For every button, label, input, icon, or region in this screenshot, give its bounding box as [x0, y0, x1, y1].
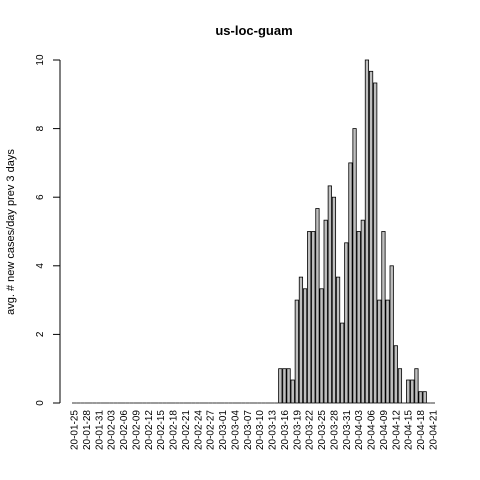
- x-tick-label: 20-02-03: [107, 410, 118, 450]
- x-tick-label: 20-03-07: [243, 410, 254, 450]
- bar: [327, 185, 332, 404]
- bar: [368, 70, 374, 404]
- bar: [348, 162, 353, 404]
- y-tick-label: 8: [35, 125, 46, 131]
- x-tick-label: 20-01-25: [70, 410, 81, 450]
- bar: [307, 231, 312, 404]
- x-tick-label: 20-02-18: [169, 410, 180, 450]
- x-tick-label: 20-04-03: [354, 410, 365, 450]
- x-tick-label: 20-04-18: [416, 410, 427, 450]
- x-tick-label: 20-03-01: [218, 410, 229, 450]
- bar: [278, 368, 283, 404]
- x-tick-label: 20-03-22: [305, 410, 316, 450]
- y-tick-label: 10: [35, 54, 46, 66]
- x-tick-label: 20-03-19: [292, 410, 303, 450]
- bar: [410, 379, 415, 404]
- x-tick-label: 20-04-21: [428, 410, 439, 450]
- y-axis-label: avg. # new cases/day prev 3 days: [5, 149, 17, 315]
- x-tick-label: 20-03-31: [342, 410, 353, 450]
- x-tick-label: 20-03-28: [329, 410, 340, 450]
- x-tick-label: 20-04-06: [367, 410, 378, 450]
- y-tick-label: 0: [35, 400, 46, 406]
- bar: [418, 391, 423, 404]
- bar: [406, 379, 411, 404]
- bar: [364, 59, 370, 404]
- bar: [282, 368, 287, 404]
- x-tick-label: 20-03-25: [317, 410, 328, 450]
- bar: [290, 379, 295, 404]
- x-axis: 20-01-25 20-01-28 20-01-31 20-02-03 20-02-06…: [70, 410, 440, 450]
- bar: [302, 288, 308, 404]
- bar: [422, 391, 427, 404]
- x-tick-label: 20-02-06: [119, 410, 130, 450]
- bar: [377, 299, 382, 404]
- x-tick-label: 20-04-12: [391, 410, 402, 450]
- x-tick-label: 20-02-24: [193, 410, 204, 450]
- x-tick-label: 20-04-09: [379, 410, 390, 450]
- x-tick-label: 20-02-21: [181, 410, 192, 450]
- bar: [397, 368, 403, 404]
- x-tick-label: 20-01-31: [94, 410, 105, 450]
- bar: [294, 299, 299, 404]
- bar: [344, 242, 349, 404]
- bar: [323, 219, 328, 404]
- x-tick-label: 20-03-16: [280, 410, 291, 450]
- bar: [381, 231, 386, 404]
- bar: [352, 128, 357, 404]
- y-axis: 0 2 4 6 8 10: [35, 54, 61, 406]
- bar: [414, 368, 419, 404]
- y-tick-label: 6: [35, 194, 46, 200]
- bar: [335, 276, 341, 404]
- y-tick-label: 4: [35, 263, 46, 269]
- x-tick-label: 20-02-12: [144, 410, 155, 450]
- x-tick-label: 20-04-15: [404, 410, 415, 450]
- bar: [319, 288, 324, 404]
- x-tick-label: 20-02-27: [206, 410, 217, 450]
- bar: [286, 368, 291, 404]
- bar: [298, 276, 304, 404]
- x-tick-label: 20-02-15: [156, 410, 167, 450]
- bar: [373, 82, 378, 404]
- bar: [311, 231, 316, 404]
- x-tick-label: 20-03-04: [230, 410, 241, 450]
- chart-title: us-loc-guam: [215, 23, 292, 38]
- bar: [356, 231, 361, 404]
- x-tick-label: 20-01-28: [82, 410, 93, 450]
- bar: [360, 219, 365, 404]
- y-tick-label: 2: [35, 331, 46, 337]
- bar: [385, 299, 390, 404]
- x-tick-label: 20-02-09: [131, 410, 142, 450]
- bar: [393, 345, 398, 404]
- bar: [389, 265, 394, 404]
- x-tick-label: 20-03-13: [268, 410, 279, 450]
- bar: [315, 208, 320, 404]
- x-tick-label: 20-03-10: [255, 410, 266, 450]
- bar: [340, 322, 345, 404]
- bar: [331, 196, 337, 404]
- bars: [72, 59, 435, 404]
